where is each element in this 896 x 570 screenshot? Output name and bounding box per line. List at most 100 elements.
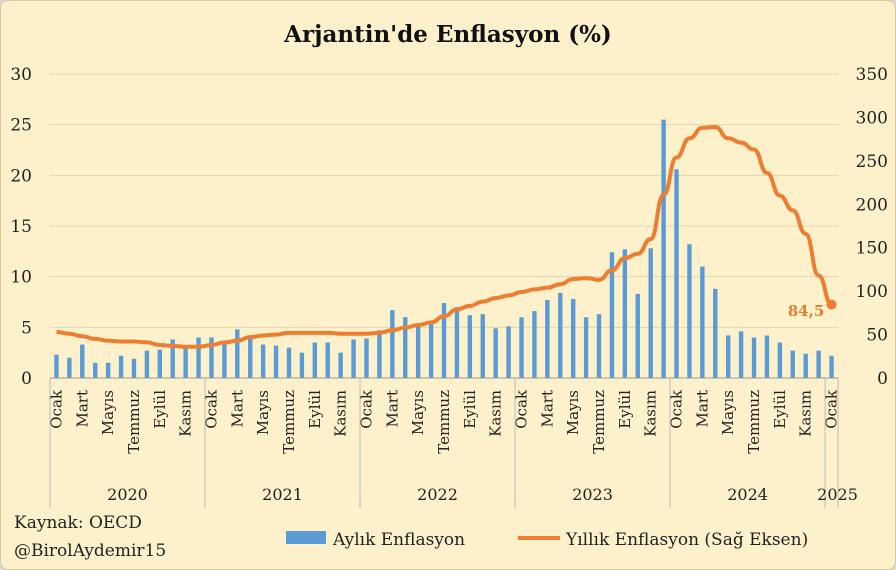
month-tick-label: Ocak (47, 389, 65, 429)
monthly-bar (454, 307, 460, 378)
monthly-bar (377, 330, 382, 378)
month-tick-label: Temmuz (435, 390, 453, 454)
month-tick-label: Kasım (332, 390, 350, 437)
month-tick-label: Mayıs (719, 390, 737, 435)
monthly-bar (558, 292, 563, 378)
month-tick-label: Kasım (642, 390, 660, 437)
monthly-bar (726, 335, 731, 378)
monthly-bar (325, 342, 330, 378)
monthly-bar (364, 338, 369, 378)
month-tick-label: Kasım (177, 390, 195, 437)
monthly-bar (622, 249, 628, 378)
last-value-label: 84,5 (788, 302, 825, 320)
monthly-bar (570, 298, 576, 378)
monthly-bar (700, 266, 705, 378)
left-tick-label: 0 (21, 369, 32, 389)
author-label: @BirolAydemir15 (14, 541, 166, 561)
source-label: Kaynak: OECD (14, 513, 142, 533)
monthly-bar (545, 299, 550, 378)
monthly-bar (67, 357, 72, 378)
month-tick-label: Ocak (668, 389, 686, 429)
monthly-bar (506, 326, 511, 378)
annual-line (56, 124, 837, 349)
monthly-bar (648, 248, 653, 378)
monthly-bar (790, 350, 795, 378)
monthly-bar (118, 355, 124, 378)
monthly-bar (157, 349, 162, 378)
legend-monthly: Aylık Enflasyon (332, 530, 465, 550)
right-tick-label: 50 (866, 326, 888, 346)
month-tick-label: Kasım (797, 390, 815, 437)
year-label: 2023 (572, 485, 613, 504)
monthly-bar (713, 288, 718, 378)
monthly-bar (803, 353, 808, 378)
monthly-bar (248, 336, 253, 378)
left-tick-label: 10 (10, 268, 32, 288)
month-tick-label: Mart (693, 390, 711, 428)
month-tick-label: Ocak (357, 389, 375, 429)
legend-annual: Yıllık Enflasyon (Sağ Eksen) (565, 530, 808, 550)
right-tick-label: 100 (856, 282, 888, 302)
monthly-bar (687, 244, 692, 378)
monthly-bar (751, 337, 757, 378)
right-tick-label: 300 (856, 108, 888, 128)
monthly-bar (635, 293, 640, 378)
monthly-bar (338, 352, 343, 378)
month-tick-label: Mayıs (409, 390, 427, 435)
monthly-bar (80, 344, 85, 378)
monthly-bar (415, 326, 421, 378)
month-tick-label: Temmuz (745, 390, 763, 454)
monthly-bar (260, 344, 266, 378)
monthly-bar (480, 314, 485, 378)
month-tick-label: Mayıs (99, 390, 117, 435)
year-label: 2022 (417, 485, 458, 504)
monthly-bar (816, 350, 821, 378)
month-tick-label: Ocak (202, 389, 220, 429)
month-tick-label: Ocak (823, 389, 841, 429)
monthly-bar (583, 317, 589, 378)
year-label: 2024 (727, 485, 768, 504)
month-tick-label: Mart (228, 390, 246, 428)
year-label: 2021 (262, 485, 303, 504)
month-tick-label: Ocak (513, 389, 531, 429)
monthly-bar (351, 339, 356, 378)
right-tick-label: 250 (856, 152, 888, 172)
right-tick-label: 350 (856, 65, 888, 85)
monthly-bar (674, 169, 679, 378)
monthly-bar (467, 315, 473, 378)
legend-bar-swatch (286, 531, 326, 544)
monthly-bar (532, 311, 537, 378)
right-tick-label: 200 (856, 195, 888, 215)
monthly-bar (209, 337, 214, 378)
month-tick-label: Mart (538, 390, 556, 428)
monthly-bars (54, 119, 834, 378)
chart-title: Arjantin'de Enflasyon (%) (283, 21, 612, 48)
monthly-bar (286, 347, 292, 378)
month-tick-label: Mayıs (254, 390, 272, 435)
monthly-bar (428, 324, 434, 378)
monthly-bar (273, 345, 279, 378)
month-tick-label: Eylül (306, 390, 324, 429)
right-tick-label: 0 (877, 369, 888, 389)
month-tick-label: Temmuz (590, 390, 608, 454)
monthly-bar (235, 329, 240, 378)
left-tick-label: 5 (21, 318, 32, 338)
last-point-marker (826, 299, 837, 310)
monthly-bar (764, 335, 770, 378)
right-tick-label: 150 (856, 239, 888, 259)
month-tick-label: Eylül (771, 390, 789, 429)
monthly-bar (54, 354, 59, 378)
month-tick-label: Kasım (487, 390, 505, 437)
left-tick-label: 20 (10, 166, 32, 186)
monthly-bar (519, 317, 524, 378)
year-label: 2020 (107, 485, 148, 504)
month-tick-label: Temmuz (280, 390, 298, 454)
month-tick-label: Mart (383, 390, 401, 428)
monthly-bar (312, 342, 318, 378)
left-tick-label: 30 (10, 65, 32, 85)
monthly-bar (661, 119, 666, 378)
left-tick-label: 15 (10, 217, 32, 237)
month-tick-label: Mart (73, 390, 91, 428)
